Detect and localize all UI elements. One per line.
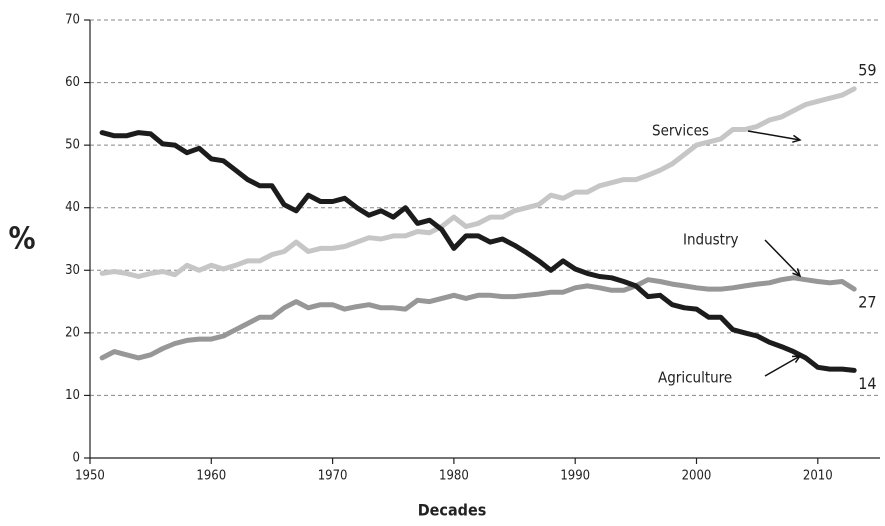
arrow-head xyxy=(792,134,802,143)
end-label: 27 xyxy=(858,293,876,312)
y-tick-label: 50 xyxy=(65,138,80,153)
x-tick-label: 1990 xyxy=(560,469,590,484)
arrow-head xyxy=(791,355,802,364)
end-label: 59 xyxy=(858,60,876,79)
annotation-arrow xyxy=(764,239,801,277)
x-axis-label: Decades xyxy=(418,501,487,520)
x-tick-label: 1950 xyxy=(75,469,105,484)
x-tick-label: 1960 xyxy=(196,469,226,484)
y-tick-label: 70 xyxy=(65,13,80,28)
annotation-arrow xyxy=(747,130,801,141)
series-line xyxy=(99,130,857,373)
y-tick-label: 10 xyxy=(65,388,80,403)
x-tick-label: 2000 xyxy=(682,469,712,484)
series-annotation: Industry xyxy=(683,231,739,249)
arrow-head xyxy=(792,268,802,278)
x-tick-label: 1980 xyxy=(439,469,469,484)
y-tick-label: 60 xyxy=(65,75,80,90)
y-axis-label: % xyxy=(8,222,35,257)
end-label: 14 xyxy=(858,374,876,393)
annotation-arrow xyxy=(764,355,801,377)
y-tick-label: 40 xyxy=(65,200,80,215)
y-tick-label: 20 xyxy=(65,325,80,340)
series-annotation: Agriculture xyxy=(658,369,732,387)
x-tick-label: 1970 xyxy=(318,469,348,484)
y-tick-label: 30 xyxy=(65,263,80,278)
series-line xyxy=(99,86,857,279)
series-line xyxy=(99,275,857,361)
series-annotation: Services xyxy=(652,122,709,140)
y-tick-label: 0 xyxy=(73,451,80,466)
x-tick-label: 2010 xyxy=(803,469,833,484)
